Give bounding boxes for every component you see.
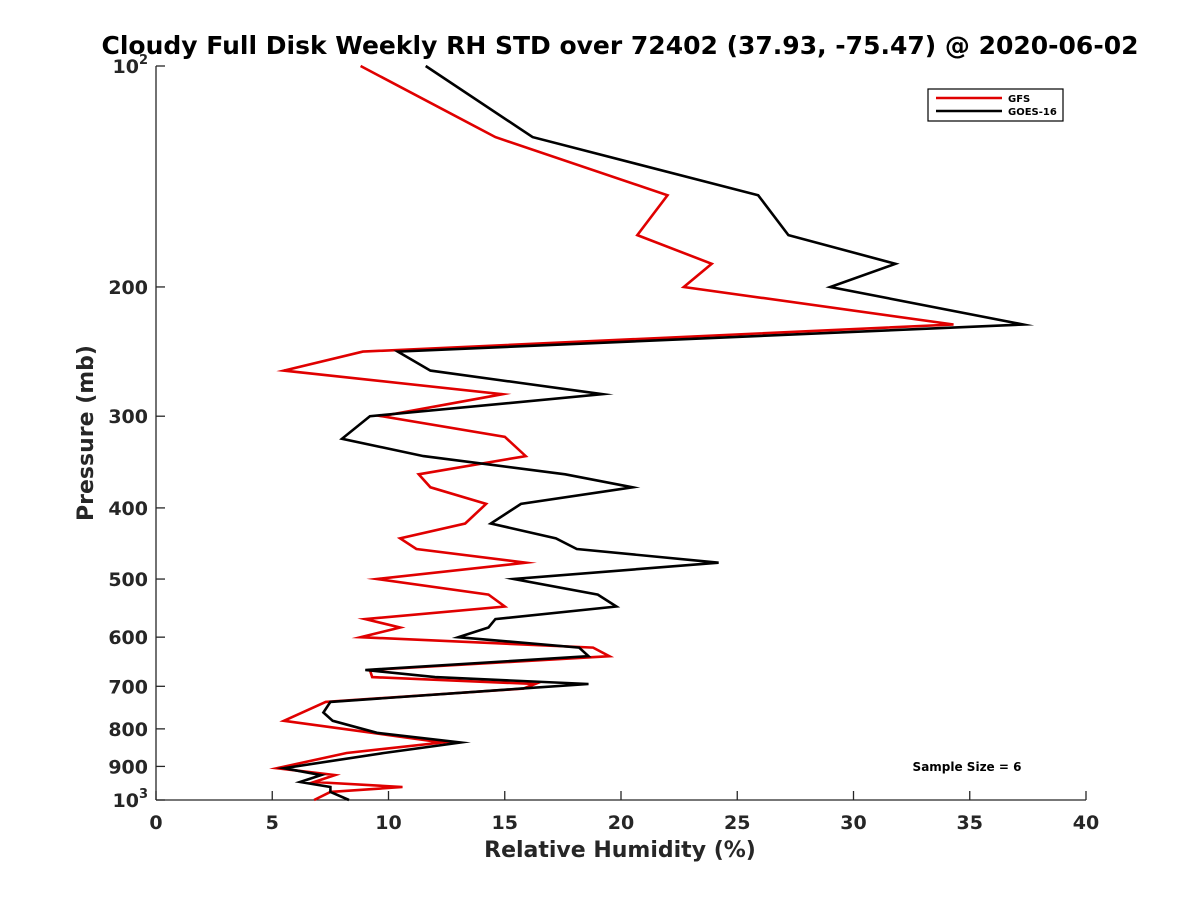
legend: GFS GOES-16 xyxy=(927,88,1064,122)
x-tick-label: 30 xyxy=(840,812,866,834)
y-tick-base: 700 xyxy=(108,676,148,698)
legend-label: GOES-16 xyxy=(1008,107,1057,118)
y-tick-base: 10 xyxy=(113,790,139,812)
series-line-goes16 xyxy=(276,64,1035,802)
x-tick-label: 10 xyxy=(375,812,401,834)
y-tick-label: 103 xyxy=(113,787,149,812)
y-tick-label: 200 xyxy=(108,277,148,299)
x-axis: 0 5 10 15 20 25 30 35 40 xyxy=(149,791,1099,834)
x-tick-label: 40 xyxy=(1073,812,1099,834)
y-tick-label: 700 xyxy=(108,676,148,698)
y-tick-label: 300 xyxy=(108,406,148,428)
y-tick-base: 600 xyxy=(108,627,148,649)
legend-box xyxy=(927,88,1064,122)
y-tick-base: 900 xyxy=(108,756,148,778)
x-tick-label: 25 xyxy=(724,812,750,834)
y-tick-base: 400 xyxy=(108,498,148,520)
x-tick-label: 0 xyxy=(149,812,162,834)
y-tick-exponent: 3 xyxy=(139,787,148,802)
y-tick-base: 200 xyxy=(108,277,148,299)
y-tick-label: 400 xyxy=(108,498,148,520)
y-tick-label: 600 xyxy=(108,627,148,649)
legend-label: GFS xyxy=(1008,94,1030,105)
y-tick-label: 102 xyxy=(113,53,149,78)
x-axis-label: Relative Humidity (%) xyxy=(484,838,756,863)
x-tick-label: 5 xyxy=(266,812,279,834)
series-lines xyxy=(269,64,1035,802)
x-tick-label: 15 xyxy=(492,812,518,834)
y-tick-label: 500 xyxy=(108,569,148,591)
series-line-gfs xyxy=(269,64,954,802)
chart-title: Cloudy Full Disk Weekly RH STD over 7240… xyxy=(101,31,1138,60)
y-tick-base: 500 xyxy=(108,569,148,591)
y-tick-base: 800 xyxy=(108,719,148,741)
x-tick-label: 20 xyxy=(608,812,634,834)
y-tick-label: 800 xyxy=(108,719,148,741)
y-tick-base: 10 xyxy=(113,56,139,78)
sample-size-annotation: Sample Size = 6 xyxy=(913,760,1022,774)
x-tick-label: 35 xyxy=(957,812,983,834)
y-axis-label: Pressure (mb) xyxy=(74,345,99,521)
y-tick-label: 900 xyxy=(108,756,148,778)
y-tick-exponent: 2 xyxy=(139,53,148,68)
y-tick-base: 300 xyxy=(108,406,148,428)
